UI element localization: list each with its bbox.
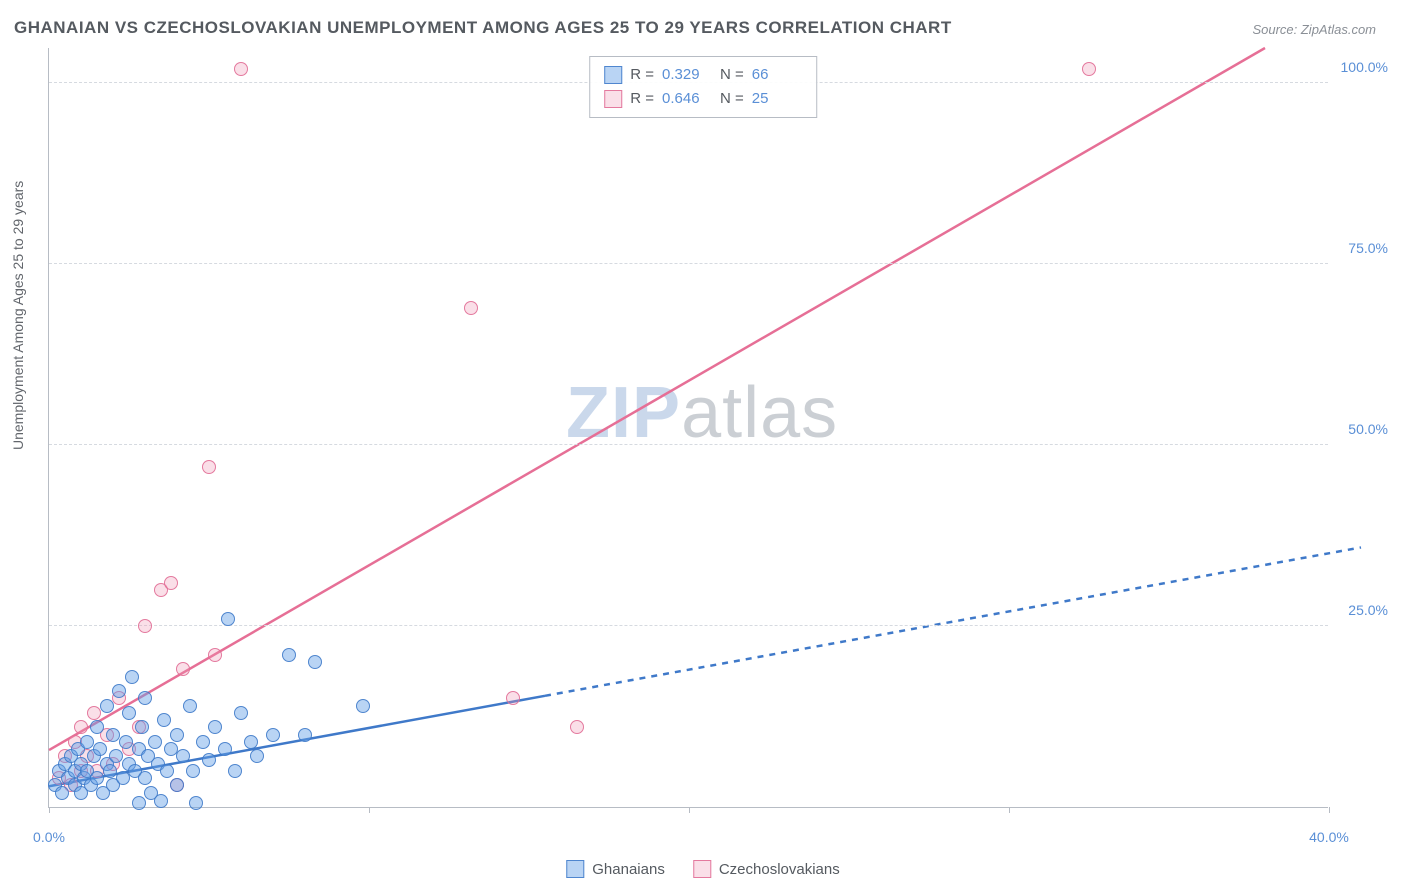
y-tick-label: 100.0% [1341,59,1388,75]
legend-label: Ghanaians [592,861,665,878]
stat-row-ghanaians: R = 0.329 N = 66 [604,63,802,87]
data-point [1082,62,1096,76]
data-point [282,648,296,662]
n-label: N = [720,63,744,87]
r-label: R = [630,63,654,87]
y-axis-label: Unemployment Among Ages 25 to 29 years [10,181,26,450]
data-point [208,648,222,662]
gridline-h [49,625,1328,626]
swatch-pink [693,860,711,878]
trend-lines [49,48,1328,807]
data-point [228,764,242,778]
data-point [87,706,101,720]
stat-row-czech: R = 0.646 N = 25 [604,87,802,111]
data-point [138,619,152,633]
data-point [308,655,322,669]
x-tick-label: 0.0% [33,829,65,845]
data-point [90,771,104,785]
data-point [122,706,136,720]
data-point [196,735,210,749]
data-point [234,706,248,720]
legend-item-ghanaians: Ghanaians [566,860,665,878]
data-point [202,753,216,767]
data-point [176,662,190,676]
legend-label: Czechoslovakians [719,861,840,878]
data-point [154,794,168,808]
data-point [160,764,174,778]
correlation-chart: GHANAIAN VS CZECHOSLOVAKIAN UNEMPLOYMENT… [0,0,1406,892]
data-point [103,764,117,778]
data-point [90,720,104,734]
trend-line [49,48,1265,750]
data-point [298,728,312,742]
data-point [186,764,200,778]
n-value: 25 [752,87,802,111]
data-point [55,786,69,800]
data-point [244,735,258,749]
chart-title: GHANAIAN VS CZECHOSLOVAKIAN UNEMPLOYMENT… [14,18,952,38]
r-label: R = [630,87,654,111]
data-point [80,735,94,749]
trend-line [545,547,1361,695]
data-point [464,301,478,315]
legend-item-czech: Czechoslovakians [693,860,840,878]
data-point [218,742,232,756]
data-point [189,796,203,810]
y-tick-label: 50.0% [1348,421,1388,437]
data-point [208,720,222,734]
y-tick-label: 75.0% [1348,240,1388,256]
source-credit: Source: ZipAtlas.com [1252,22,1376,37]
data-point [125,670,139,684]
legend: Ghanaians Czechoslovakians [566,860,839,878]
data-point [109,749,123,763]
swatch-blue [566,860,584,878]
data-point [138,691,152,705]
y-tick-label: 25.0% [1348,602,1388,618]
data-point [116,771,130,785]
data-point [570,720,584,734]
swatch-pink [604,90,622,108]
data-point [132,796,146,810]
x-tick [1329,807,1330,813]
data-point [148,735,162,749]
x-tick [49,807,50,813]
data-point [250,749,264,763]
x-tick-label: 40.0% [1309,829,1349,845]
n-value: 66 [752,63,802,87]
data-point [183,699,197,713]
data-point [202,460,216,474]
data-point [506,691,520,705]
data-point [266,728,280,742]
gridline-h [49,444,1328,445]
data-point [106,728,120,742]
n-label: N = [720,87,744,111]
r-value: 0.646 [662,87,712,111]
gridline-h [49,263,1328,264]
data-point [157,713,171,727]
x-tick [369,807,370,813]
data-point [138,771,152,785]
r-value: 0.329 [662,63,712,87]
data-point [176,749,190,763]
data-point [164,576,178,590]
data-point [221,612,235,626]
plot-area: ZIPatlas 25.0%50.0%75.0%100.0%0.0%40.0% [48,48,1328,808]
x-tick [689,807,690,813]
data-point [356,699,370,713]
data-point [170,778,184,792]
data-point [100,699,114,713]
correlation-stats-box: R = 0.329 N = 66 R = 0.646 N = 25 [589,56,817,118]
data-point [74,720,88,734]
data-point [170,728,184,742]
data-point [119,735,133,749]
data-point [112,684,126,698]
data-point [164,742,178,756]
swatch-blue [604,66,622,84]
data-point [234,62,248,76]
data-point [135,720,149,734]
data-point [93,742,107,756]
x-tick [1009,807,1010,813]
